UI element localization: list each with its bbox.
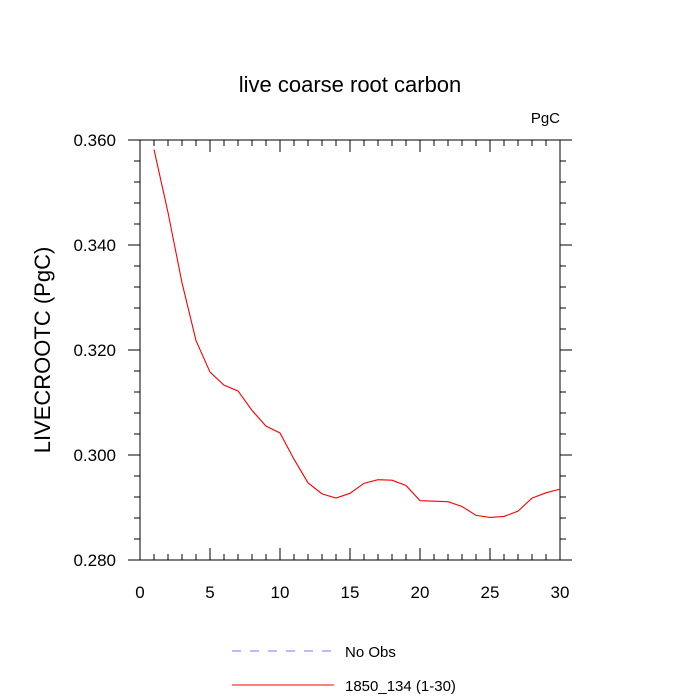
x-tick-label: 20: [411, 583, 430, 602]
units-label: PgC: [531, 110, 560, 127]
y-tick-label: 0.280: [73, 551, 116, 570]
x-tick-label: 15: [341, 583, 360, 602]
y-tick-label: 0.320: [73, 341, 116, 360]
plot-frame: [139, 139, 561, 561]
legend: No Obs 1850_134 (1-30): [232, 644, 456, 695]
y-tick-label: 0.360: [73, 131, 116, 150]
chart-title: live coarse root carbon: [239, 72, 462, 97]
series-layer: [153, 149, 561, 519]
legend-label: No Obs: [345, 644, 396, 661]
x-tick-label: 30: [551, 583, 570, 602]
x-tick-label: 5: [205, 583, 214, 602]
x-tick-label: 0: [135, 583, 144, 602]
tick-labels: 0 5 10 15 20 25 30 0.280 0.300 0.320 0.340 0.360: [73, 131, 569, 602]
y-tick-label: 0.340: [73, 236, 116, 255]
y-tick-label: 0.300: [73, 446, 116, 465]
legend-label: 1850_134 (1-30): [345, 678, 456, 695]
x-tick-label: 10: [271, 583, 290, 602]
y-axis-label: LIVECROOTC (PgC): [30, 247, 55, 454]
axis-ticks: [128, 139, 572, 561]
x-tick-label: 25: [481, 583, 500, 602]
series-line: [153, 149, 561, 519]
